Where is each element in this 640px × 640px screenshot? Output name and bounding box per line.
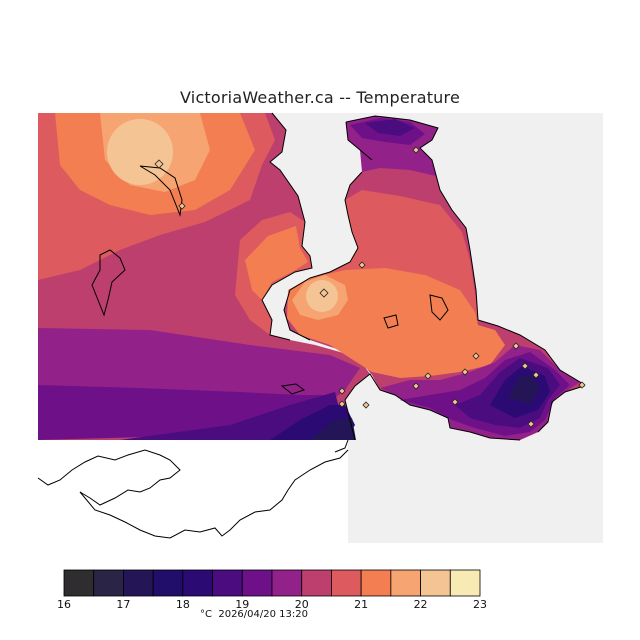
legend-bin-5 bbox=[212, 569, 243, 597]
station-marker[interactable] bbox=[472, 352, 480, 360]
legend-bin-6 bbox=[241, 569, 273, 597]
station-marker[interactable] bbox=[412, 382, 420, 390]
station-marker[interactable] bbox=[319, 288, 329, 298]
station-marker[interactable] bbox=[358, 261, 366, 269]
legend-tick-label: 20 bbox=[295, 598, 309, 611]
legend-bin-9 bbox=[331, 569, 362, 597]
legend-bin-2 bbox=[123, 569, 154, 597]
legend-bin-0 bbox=[63, 569, 95, 597]
coastlines bbox=[37, 112, 585, 539]
legend-bin-4 bbox=[182, 569, 213, 597]
temperature-field-west bbox=[38, 113, 370, 440]
station-marker[interactable] bbox=[412, 146, 420, 154]
legend-bin-13 bbox=[449, 569, 481, 597]
unit-label: °C bbox=[200, 609, 212, 620]
legend-tick-label: 19 bbox=[235, 598, 249, 611]
station-marker[interactable] bbox=[154, 159, 164, 169]
station-marker[interactable] bbox=[362, 401, 370, 409]
legend-tick-label: 17 bbox=[116, 598, 130, 611]
station-marker[interactable] bbox=[521, 362, 529, 370]
legend-bin-12 bbox=[420, 569, 451, 597]
station-marker[interactable] bbox=[578, 381, 586, 389]
legend-tick-label: 18 bbox=[176, 598, 190, 611]
legend-bin-3 bbox=[152, 569, 184, 597]
station-marker[interactable] bbox=[424, 372, 432, 380]
legend-bin-8 bbox=[301, 569, 332, 597]
station-marker[interactable] bbox=[512, 342, 520, 350]
legend-bin-7 bbox=[271, 569, 303, 597]
station-marker[interactable] bbox=[451, 398, 459, 406]
legend-tick-label: 23 bbox=[473, 598, 487, 611]
legend-tick-label: 16 bbox=[57, 598, 71, 611]
map-title: VictoriaWeather.ca -- Temperature bbox=[180, 88, 460, 107]
temperature-field-east bbox=[284, 116, 584, 440]
station-marker[interactable] bbox=[338, 400, 346, 408]
no-data-region bbox=[38, 440, 348, 543]
station-marker[interactable] bbox=[532, 371, 540, 379]
station-markers bbox=[154, 146, 586, 428]
timestamp: 2026/04/20 13:20 bbox=[218, 609, 308, 620]
station-marker[interactable] bbox=[527, 420, 535, 428]
legend-bin-1 bbox=[93, 569, 124, 597]
legend-bin-11 bbox=[390, 569, 421, 597]
legend-footer: °C 2026/04/20 13:20 bbox=[200, 609, 308, 620]
legend-tick-label: 21 bbox=[354, 598, 368, 611]
station-marker[interactable] bbox=[178, 202, 186, 210]
legend-bin-10 bbox=[360, 569, 392, 597]
station-marker[interactable] bbox=[461, 368, 469, 376]
legend-tick-label: 22 bbox=[414, 598, 428, 611]
station-marker[interactable] bbox=[338, 387, 346, 395]
